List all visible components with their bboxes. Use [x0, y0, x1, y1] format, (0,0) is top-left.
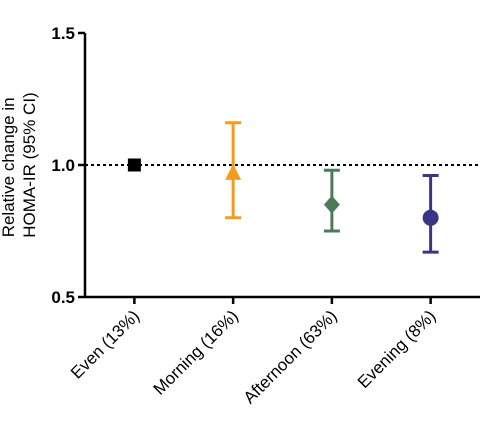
x-tick-label: Morning (16%)	[150, 306, 242, 398]
marker	[323, 195, 340, 214]
y-axis-label-line: HOMA-IR (95% CI)	[20, 92, 39, 237]
x-tick-label: Afternoon (63%)	[240, 306, 341, 407]
y-tick-label: 0.5	[51, 288, 75, 307]
marker	[225, 163, 242, 180]
y-tick-label: 1.0	[51, 156, 75, 175]
y-axis-label-line: Relative change in	[0, 97, 18, 237]
x-tick-label: Even (13%)	[67, 306, 143, 382]
y-tick-label: 1.5	[51, 24, 75, 43]
y-axis-label: Relative change in HOMA-IR (95% CI)	[0, 92, 39, 237]
marker	[422, 209, 439, 226]
x-tick-label: Evening (8%)	[354, 306, 440, 392]
marker	[127, 158, 141, 172]
